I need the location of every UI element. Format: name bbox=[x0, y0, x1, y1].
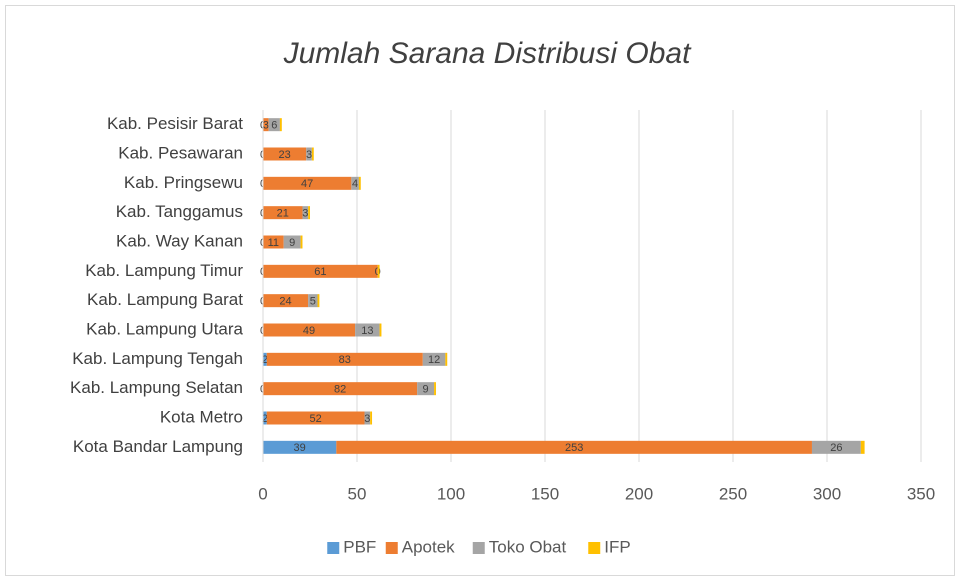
y-tick-label: Kab. Pesawaran bbox=[118, 143, 243, 162]
bar-segment bbox=[417, 382, 435, 396]
data-label: 12 bbox=[428, 354, 440, 366]
data-label: 49 bbox=[303, 325, 315, 337]
bar-segment bbox=[308, 206, 310, 220]
bar-segment bbox=[263, 323, 356, 337]
x-tick-label: 100 bbox=[437, 484, 465, 503]
bar-segment bbox=[306, 147, 312, 161]
bar-segment bbox=[308, 294, 318, 308]
y-tick-label: Kab. Lampung Selatan bbox=[70, 378, 243, 397]
bar-segment bbox=[263, 118, 269, 132]
bar-segment bbox=[263, 235, 284, 249]
data-label: 3 bbox=[302, 208, 308, 220]
bar-segment bbox=[263, 382, 418, 396]
x-tick-label: 50 bbox=[348, 484, 367, 503]
y-tick-label: Kab. Lampung Tengah bbox=[72, 349, 243, 368]
data-label: 4 bbox=[352, 178, 358, 190]
data-label: 3 bbox=[364, 413, 370, 425]
data-label: 82 bbox=[334, 384, 346, 396]
data-label: 9 bbox=[423, 384, 429, 396]
bar-segment bbox=[266, 411, 365, 425]
bar-segment bbox=[302, 206, 309, 220]
bar-segment bbox=[370, 411, 373, 425]
bar-segment bbox=[263, 411, 267, 425]
y-tick-label: Kab. Lampung Utara bbox=[86, 319, 243, 338]
bar-segment bbox=[377, 264, 380, 278]
y-tick-label: Kota Metro bbox=[160, 407, 243, 426]
data-label: 2 bbox=[262, 354, 268, 366]
bar-segment bbox=[336, 440, 812, 454]
bar-segment bbox=[364, 411, 371, 425]
legend-label: Apotek bbox=[402, 537, 455, 556]
bar-segment bbox=[445, 352, 448, 366]
data-label: 9 bbox=[289, 237, 295, 249]
data-label: 253 bbox=[565, 442, 583, 454]
x-tick-label: 150 bbox=[531, 484, 559, 503]
legend-label: PBF bbox=[343, 537, 376, 556]
data-label: 5 bbox=[310, 296, 316, 308]
chart-border bbox=[5, 5, 955, 576]
bar-segment bbox=[268, 118, 280, 132]
data-label: 24 bbox=[279, 296, 291, 308]
x-tick-label: 250 bbox=[719, 484, 747, 503]
bar-segment bbox=[283, 235, 301, 249]
data-label: 21 bbox=[277, 208, 289, 220]
y-tick-label: Kab. Way Kanan bbox=[116, 231, 243, 250]
bar-segment bbox=[311, 147, 314, 161]
legend-label: IFP bbox=[604, 537, 630, 556]
bar-segment bbox=[263, 294, 309, 308]
data-label: 83 bbox=[339, 354, 351, 366]
y-tick-label: Kota Bandar Lampung bbox=[73, 437, 243, 456]
bar-segment bbox=[422, 352, 446, 366]
legend-label: Toko Obat bbox=[489, 537, 567, 556]
bar-segment bbox=[860, 440, 865, 454]
data-label: 52 bbox=[310, 413, 322, 425]
bar-segment bbox=[351, 176, 359, 190]
y-tick-label: Kab. Lampung Barat bbox=[87, 290, 243, 309]
bar-segment bbox=[379, 323, 382, 337]
data-label: 13 bbox=[361, 325, 373, 337]
y-tick-label: Kab. Tanggamus bbox=[116, 202, 243, 221]
bar-segment bbox=[263, 440, 337, 454]
x-tick-label: 300 bbox=[813, 484, 841, 503]
bar-segment bbox=[263, 264, 378, 278]
data-label: 39 bbox=[294, 442, 306, 454]
bar-segment bbox=[358, 176, 361, 190]
bar-segment bbox=[317, 294, 320, 308]
bar-segment bbox=[279, 118, 282, 132]
legend-swatch bbox=[588, 542, 601, 554]
bar-segment bbox=[266, 352, 423, 366]
data-label: 26 bbox=[830, 442, 842, 454]
chart-title: Jumlah Sarana Distribusi Obat bbox=[283, 37, 693, 70]
legend-swatch bbox=[472, 542, 485, 554]
legend-swatch bbox=[327, 542, 340, 554]
y-tick-label: Kab. Pesisir Barat bbox=[107, 114, 243, 133]
data-label: 47 bbox=[301, 178, 313, 190]
legend-swatch bbox=[385, 542, 398, 554]
bar-segment bbox=[300, 235, 303, 249]
data-label: 61 bbox=[314, 266, 326, 278]
bar-segment bbox=[355, 323, 380, 337]
x-tick-label: 0 bbox=[258, 484, 267, 503]
x-tick-label: 200 bbox=[625, 484, 653, 503]
bar-segment bbox=[263, 206, 303, 220]
bar-segment bbox=[434, 382, 436, 396]
data-label: 3 bbox=[263, 120, 269, 132]
bar-segment bbox=[263, 147, 307, 161]
data-label: 6 bbox=[271, 120, 277, 132]
bar-segment bbox=[263, 352, 267, 366]
data-label: 23 bbox=[278, 149, 290, 161]
x-tick-label: 350 bbox=[907, 484, 935, 503]
data-label: 2 bbox=[262, 413, 268, 425]
data-label: 11 bbox=[268, 237, 279, 249]
bar-segment bbox=[263, 176, 352, 190]
data-label: 3 bbox=[306, 149, 312, 161]
bar-segment bbox=[811, 440, 861, 454]
y-tick-label: Kab. Lampung Timur bbox=[85, 261, 243, 280]
y-tick-label: Kab. Pringsewu bbox=[124, 173, 243, 192]
